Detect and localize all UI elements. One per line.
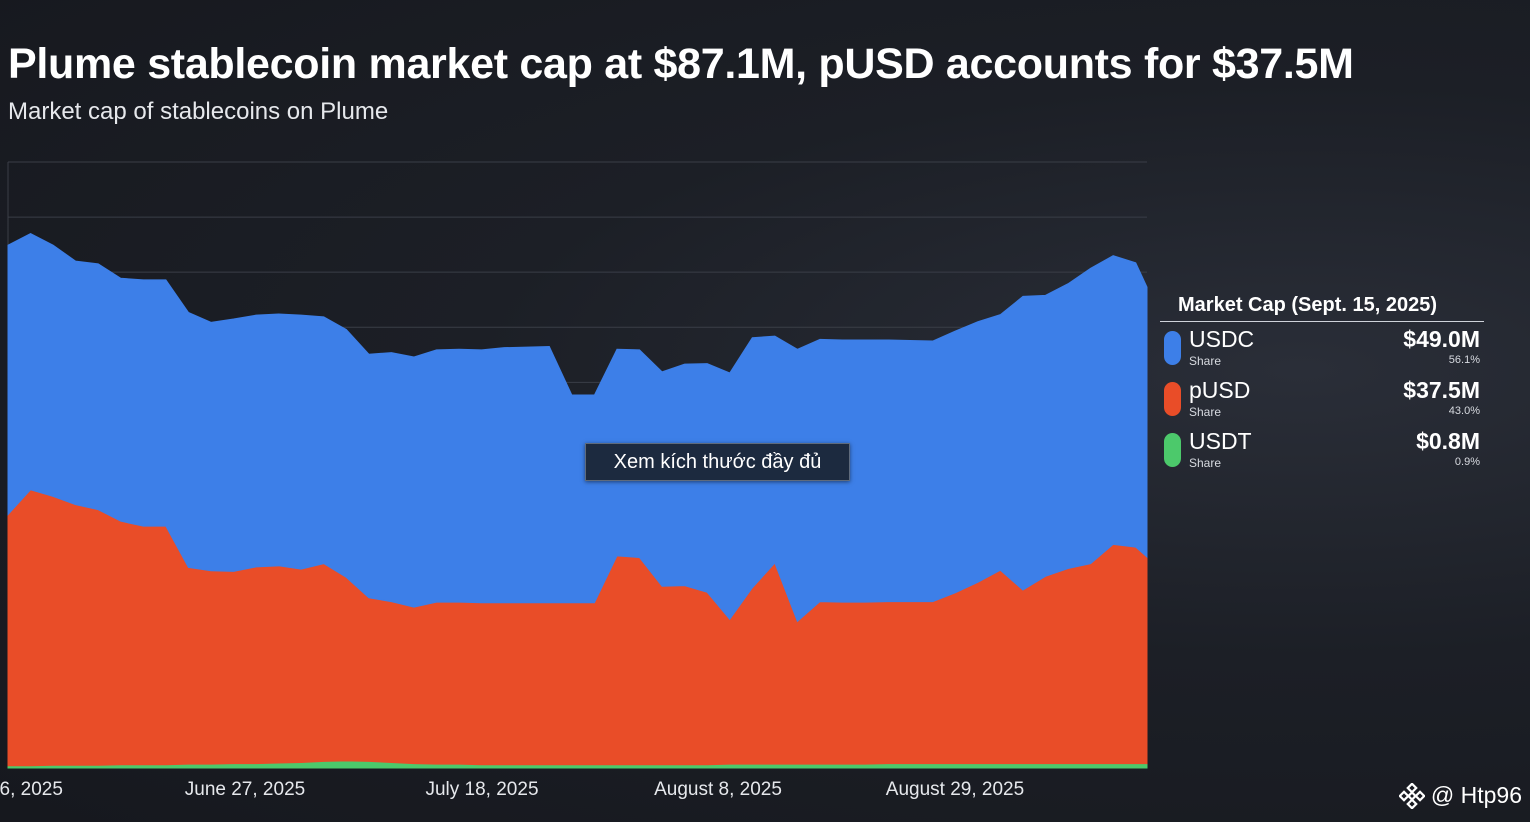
x-tick-label: July 18, 2025 [425, 779, 538, 800]
legend-item-usdc: USDC Share $49.0M 56.1% [1160, 322, 1484, 373]
legend-name: pUSD [1189, 377, 1251, 403]
x-tick-label: June 27, 2025 [185, 779, 305, 800]
binance-logo-icon [1398, 782, 1425, 809]
legend-swatch-usdc [1164, 331, 1181, 365]
legend-share-percent: 43.0% [1448, 405, 1480, 417]
legend-swatch-pusd [1164, 382, 1181, 416]
legend-share-label: Share [1189, 405, 1222, 419]
legend-item-pusd: pUSD Share $37.5M 43.0% [1160, 373, 1484, 424]
legend-swatch-usdt [1164, 433, 1181, 467]
legend-name: USDT [1189, 428, 1252, 454]
watermark: @ Htp96 [1398, 782, 1522, 809]
x-axis-ticks: June 6, 2025 June 27, 2025 July 18, 2025 Au… [0, 779, 1024, 800]
view-full-size-button[interactable]: Xem kích thước đầy đủ [585, 443, 850, 481]
legend-share-label: Share [1189, 456, 1222, 470]
legend-item-usdt: USDT Share $0.8M 0.9% [1160, 424, 1484, 475]
legend-value: $0.8M [1416, 428, 1480, 454]
chart-subtitle: Market cap of stablecoins on Plume [8, 98, 389, 125]
legend-name: USDC [1189, 326, 1255, 352]
legend-share-label: Share [1189, 354, 1222, 368]
legend: Market Cap (Sept. 15, 2025) USDC Share $… [1160, 290, 1484, 475]
chart-areas [7, 233, 1148, 769]
legend-value: $49.0M [1403, 326, 1480, 352]
watermark-text: @ Htp96 [1430, 782, 1522, 808]
legend-share-percent: 0.9% [1454, 456, 1480, 468]
legend-share-percent: 56.1% [1448, 354, 1480, 366]
area-series-usdc [7, 233, 1148, 623]
chart-title: Plume stablecoin market cap at $87.1M, p… [8, 40, 1354, 88]
stacked-area-chart: June 6, 2025 June 27, 2025 July 18, 2025 Au… [0, 161, 1148, 800]
x-tick-label: August 8, 2025 [654, 779, 782, 800]
x-tick-label: August 29, 2025 [886, 779, 1024, 800]
legend-title: Market Cap (Sept. 15, 2025) [1160, 290, 1484, 322]
legend-value: $37.5M [1403, 377, 1480, 403]
x-tick-label: June 6, 2025 [0, 779, 63, 800]
